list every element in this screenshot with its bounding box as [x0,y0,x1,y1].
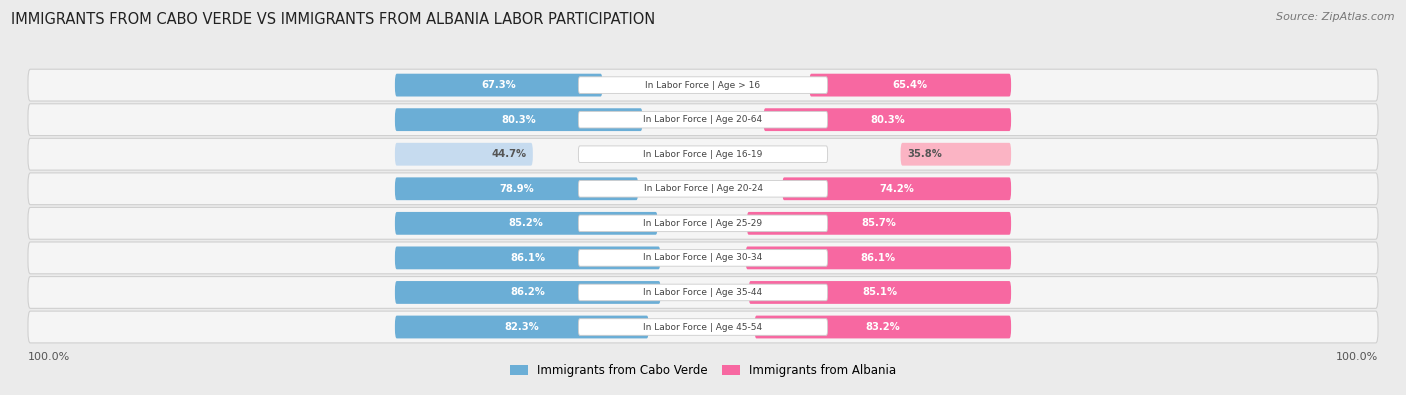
FancyBboxPatch shape [28,69,1378,101]
Text: In Labor Force | Age 35-44: In Labor Force | Age 35-44 [644,288,762,297]
Text: 44.7%: 44.7% [491,149,526,159]
FancyBboxPatch shape [578,284,828,301]
Text: In Labor Force | Age 20-64: In Labor Force | Age 20-64 [644,115,762,124]
Text: Source: ZipAtlas.com: Source: ZipAtlas.com [1277,12,1395,22]
FancyBboxPatch shape [578,250,828,266]
Text: 80.3%: 80.3% [870,115,904,125]
FancyBboxPatch shape [578,111,828,128]
FancyBboxPatch shape [749,281,1011,304]
Text: 100.0%: 100.0% [28,352,70,363]
FancyBboxPatch shape [747,212,1011,235]
Text: 86.2%: 86.2% [510,288,546,297]
FancyBboxPatch shape [578,319,828,335]
FancyBboxPatch shape [578,146,828,162]
Text: In Labor Force | Age 16-19: In Labor Force | Age 16-19 [644,150,762,159]
Text: 86.1%: 86.1% [510,253,546,263]
FancyBboxPatch shape [395,108,643,131]
FancyBboxPatch shape [395,177,638,200]
Legend: Immigrants from Cabo Verde, Immigrants from Albania: Immigrants from Cabo Verde, Immigrants f… [506,361,900,380]
Text: 65.4%: 65.4% [893,80,928,90]
FancyBboxPatch shape [395,281,661,304]
FancyBboxPatch shape [28,242,1378,274]
FancyBboxPatch shape [28,173,1378,205]
Text: 85.7%: 85.7% [862,218,897,228]
Text: In Labor Force | Age 25-29: In Labor Force | Age 25-29 [644,219,762,228]
Text: IMMIGRANTS FROM CABO VERDE VS IMMIGRANTS FROM ALBANIA LABOR PARTICIPATION: IMMIGRANTS FROM CABO VERDE VS IMMIGRANTS… [11,12,655,27]
FancyBboxPatch shape [578,181,828,197]
FancyBboxPatch shape [395,246,661,269]
FancyBboxPatch shape [395,143,533,166]
FancyBboxPatch shape [578,77,828,93]
Text: In Labor Force | Age 20-24: In Labor Force | Age 20-24 [644,184,762,193]
Text: 74.2%: 74.2% [879,184,914,194]
Text: 86.1%: 86.1% [860,253,896,263]
FancyBboxPatch shape [755,316,1011,339]
FancyBboxPatch shape [395,212,658,235]
Text: In Labor Force | Age 45-54: In Labor Force | Age 45-54 [644,322,762,331]
FancyBboxPatch shape [763,108,1011,131]
Text: 78.9%: 78.9% [499,184,534,194]
FancyBboxPatch shape [578,215,828,231]
FancyBboxPatch shape [28,311,1378,343]
Text: In Labor Force | Age 30-34: In Labor Force | Age 30-34 [644,254,762,262]
FancyBboxPatch shape [28,138,1378,170]
Text: 82.3%: 82.3% [505,322,538,332]
FancyBboxPatch shape [901,143,1011,166]
FancyBboxPatch shape [28,104,1378,135]
FancyBboxPatch shape [395,74,602,96]
Text: 67.3%: 67.3% [481,80,516,90]
Text: 85.1%: 85.1% [862,288,897,297]
Text: 80.3%: 80.3% [502,115,536,125]
Text: 35.8%: 35.8% [907,149,942,159]
FancyBboxPatch shape [810,74,1011,96]
FancyBboxPatch shape [745,246,1011,269]
Text: In Labor Force | Age > 16: In Labor Force | Age > 16 [645,81,761,90]
Text: 85.2%: 85.2% [509,218,544,228]
FancyBboxPatch shape [28,207,1378,239]
Text: 83.2%: 83.2% [866,322,900,332]
FancyBboxPatch shape [395,316,648,339]
Text: 100.0%: 100.0% [1336,352,1378,363]
FancyBboxPatch shape [28,276,1378,308]
FancyBboxPatch shape [782,177,1011,200]
